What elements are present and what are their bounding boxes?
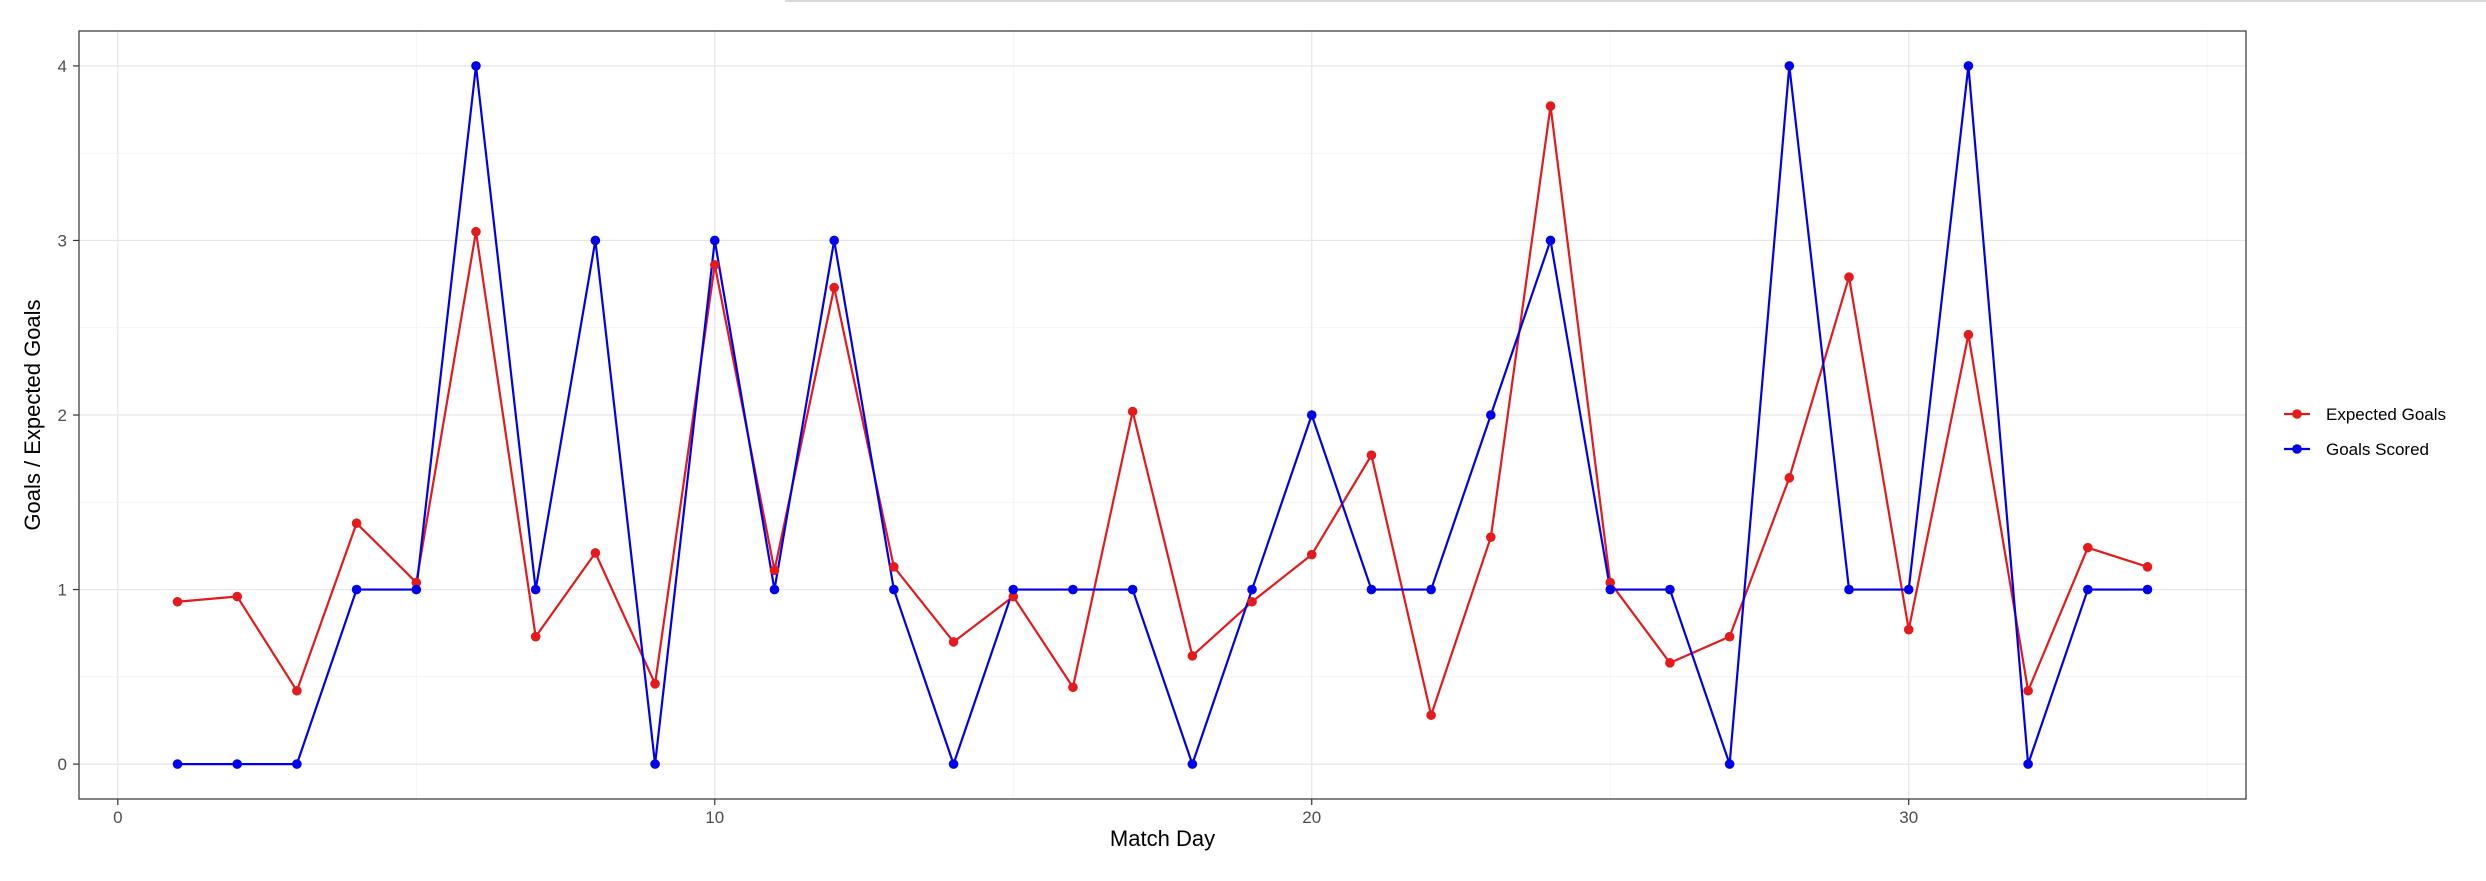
data-point-s0-29 xyxy=(1903,624,1914,635)
data-point-s1-15 xyxy=(1068,584,1078,595)
data-point-s1-19 xyxy=(1306,410,1317,420)
data-point-s0-24 xyxy=(1605,577,1616,588)
data-point-s1-28 xyxy=(1844,584,1854,595)
y-tick-label: 1 xyxy=(58,581,67,600)
data-point-s1-1 xyxy=(232,759,242,769)
data-point-s0-7 xyxy=(590,548,601,558)
data-point-s0-20 xyxy=(1366,450,1377,460)
data-point-s1-33 xyxy=(2142,584,2153,595)
data-point-s0-33 xyxy=(2142,562,2153,572)
series-lines xyxy=(177,64,2148,766)
data-point-s1-26 xyxy=(1724,759,1735,769)
data-point-s0-31 xyxy=(2023,685,2033,696)
data-point-s0-27 xyxy=(1784,473,1795,483)
data-point-s0-26 xyxy=(1724,631,1735,642)
y-tick-label: 3 xyxy=(58,231,67,250)
data-point-s0-12 xyxy=(889,562,899,572)
data-point-s1-4 xyxy=(411,584,422,595)
y-tick-label: 0 xyxy=(58,755,67,774)
axis-ticks xyxy=(73,65,1910,805)
data-point-s1-0 xyxy=(172,759,183,769)
series-points xyxy=(172,61,2153,769)
data-point-s1-17 xyxy=(1187,759,1198,769)
data-point-s0-32 xyxy=(2083,542,2093,553)
data-point-s1-13 xyxy=(948,759,959,769)
data-point-s0-16 xyxy=(1127,406,1138,417)
data-point-s1-18 xyxy=(1247,584,1257,595)
data-point-s0-13 xyxy=(948,637,959,647)
data-point-s1-27 xyxy=(1784,61,1795,71)
x-axis-title: Match Day xyxy=(1110,826,1215,851)
data-point-s0-2 xyxy=(292,685,302,696)
series-line-0 xyxy=(177,104,2148,717)
legend-key-point xyxy=(2292,444,2302,454)
data-point-s1-20 xyxy=(1366,584,1377,595)
legend-label: Goals Scored xyxy=(2326,440,2429,459)
data-point-s1-32 xyxy=(2083,584,2093,595)
data-point-s0-17 xyxy=(1187,651,1198,661)
data-point-s1-3 xyxy=(351,584,362,595)
data-point-s0-9 xyxy=(709,260,720,270)
data-point-s0-0 xyxy=(172,596,183,607)
data-point-s1-10 xyxy=(769,584,780,595)
legend-label: Expected Goals xyxy=(2326,405,2446,424)
data-point-s1-31 xyxy=(2023,759,2033,769)
top-divider xyxy=(785,0,2486,2)
x-tick-label: 30 xyxy=(1899,808,1918,827)
data-point-s0-11 xyxy=(829,282,839,293)
data-point-s0-25 xyxy=(1665,658,1675,668)
data-point-s0-23 xyxy=(1545,101,1556,111)
legend-key-point xyxy=(2292,409,2302,419)
data-point-s0-4 xyxy=(411,577,422,588)
data-point-s0-21 xyxy=(1426,710,1436,721)
legend-item-0: Expected Goals xyxy=(2284,405,2446,424)
y-axis-title: Goals / Expected Goals xyxy=(20,299,45,530)
data-point-s1-6 xyxy=(530,584,541,595)
data-point-s1-7 xyxy=(590,235,601,246)
data-point-s0-14 xyxy=(1008,591,1019,602)
data-point-s1-5 xyxy=(471,61,481,71)
data-point-s1-16 xyxy=(1127,584,1138,595)
data-point-s0-8 xyxy=(650,679,660,689)
data-point-s0-6 xyxy=(530,631,541,642)
data-point-s0-22 xyxy=(1486,532,1496,542)
data-point-s1-8 xyxy=(650,759,660,769)
data-point-s1-11 xyxy=(829,235,839,246)
data-point-s0-10 xyxy=(769,565,780,576)
data-point-s0-30 xyxy=(1963,329,1974,340)
x-tick-label: 0 xyxy=(113,808,122,827)
data-point-s0-1 xyxy=(232,591,242,602)
series-line-1 xyxy=(177,64,2148,766)
data-point-s1-24 xyxy=(1605,584,1616,595)
x-tick-label: 10 xyxy=(705,808,724,827)
y-tick-label: 2 xyxy=(58,406,67,425)
data-point-s1-23 xyxy=(1545,235,1556,246)
legend-item-1: Goals Scored xyxy=(2284,440,2429,459)
data-point-s1-2 xyxy=(292,759,302,769)
data-point-s1-9 xyxy=(709,235,720,246)
x-tick-labels: 0 10 20 30 xyxy=(113,808,1918,827)
data-point-s0-15 xyxy=(1068,682,1078,693)
data-point-s0-18 xyxy=(1247,596,1257,607)
y-tick-label: 4 xyxy=(58,57,67,76)
data-point-s1-21 xyxy=(1426,584,1436,595)
x-tick-label: 20 xyxy=(1302,808,1321,827)
data-point-s0-28 xyxy=(1844,272,1854,282)
data-point-s1-14 xyxy=(1008,584,1019,595)
data-point-s1-29 xyxy=(1903,584,1914,595)
data-point-s0-5 xyxy=(471,226,481,237)
legend: Expected Goals Goals Scored xyxy=(2284,405,2446,459)
data-point-s1-12 xyxy=(889,584,899,595)
y-tick-labels: 0 1 2 3 4 xyxy=(58,57,67,774)
data-point-s0-3 xyxy=(351,518,362,529)
data-point-s1-22 xyxy=(1486,410,1496,420)
data-point-s0-19 xyxy=(1306,549,1317,560)
data-point-s1-30 xyxy=(1963,61,1974,71)
data-point-s1-25 xyxy=(1665,584,1675,595)
